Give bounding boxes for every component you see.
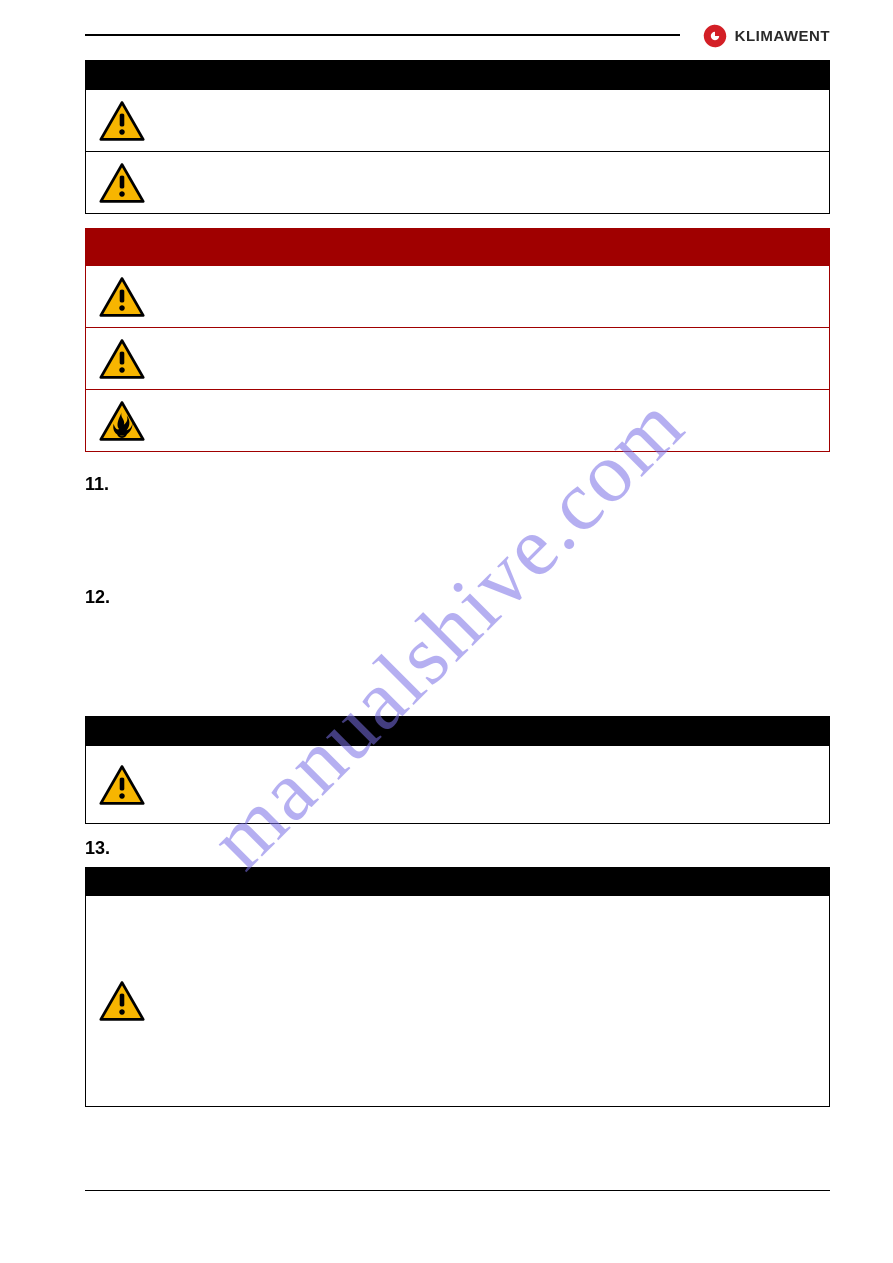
spacer bbox=[85, 495, 830, 565]
box3-row-1 bbox=[86, 745, 829, 823]
warning-box-1 bbox=[85, 60, 830, 214]
bottom-rule bbox=[85, 1190, 830, 1191]
page-content: KLIMAWENT bbox=[85, 34, 830, 1107]
box3-header bbox=[86, 717, 829, 745]
spacer bbox=[85, 608, 830, 708]
section-11: 11. bbox=[85, 474, 830, 495]
box1-header bbox=[86, 61, 829, 89]
warning-icon bbox=[99, 100, 145, 142]
warning-icon-cell bbox=[94, 162, 150, 204]
warning-icon-cell bbox=[94, 338, 150, 380]
box2-row-1 bbox=[86, 265, 829, 327]
brand-name: KLIMAWENT bbox=[735, 28, 830, 45]
warning-box-2 bbox=[85, 716, 830, 824]
top-rule bbox=[85, 34, 680, 36]
box4-row-1 bbox=[86, 896, 829, 1106]
box2-row-3 bbox=[86, 389, 829, 451]
section-12: 12. bbox=[85, 587, 830, 608]
warning-icon-cell bbox=[94, 276, 150, 318]
warning-icon-cell bbox=[94, 980, 150, 1022]
danger-box bbox=[85, 228, 830, 452]
warning-icon bbox=[99, 276, 145, 318]
fire-hazard-icon bbox=[99, 400, 145, 442]
warning-icon bbox=[99, 162, 145, 204]
box1-row-2 bbox=[86, 151, 829, 213]
box4-header bbox=[86, 868, 829, 896]
box1-row-1 bbox=[86, 89, 829, 151]
warning-icon-cell bbox=[94, 100, 150, 142]
warning-icon bbox=[99, 764, 145, 806]
brand-logo: KLIMAWENT bbox=[701, 22, 830, 50]
warning-icon-cell bbox=[94, 764, 150, 806]
logo-swirl-icon bbox=[701, 22, 729, 50]
warning-box-3 bbox=[85, 867, 830, 1107]
warning-icon bbox=[99, 980, 145, 1022]
warning-icon bbox=[99, 338, 145, 380]
box2-header bbox=[86, 229, 829, 265]
box2-row-2 bbox=[86, 327, 829, 389]
section-13: 13. bbox=[85, 838, 830, 859]
fire-icon-cell bbox=[94, 400, 150, 442]
